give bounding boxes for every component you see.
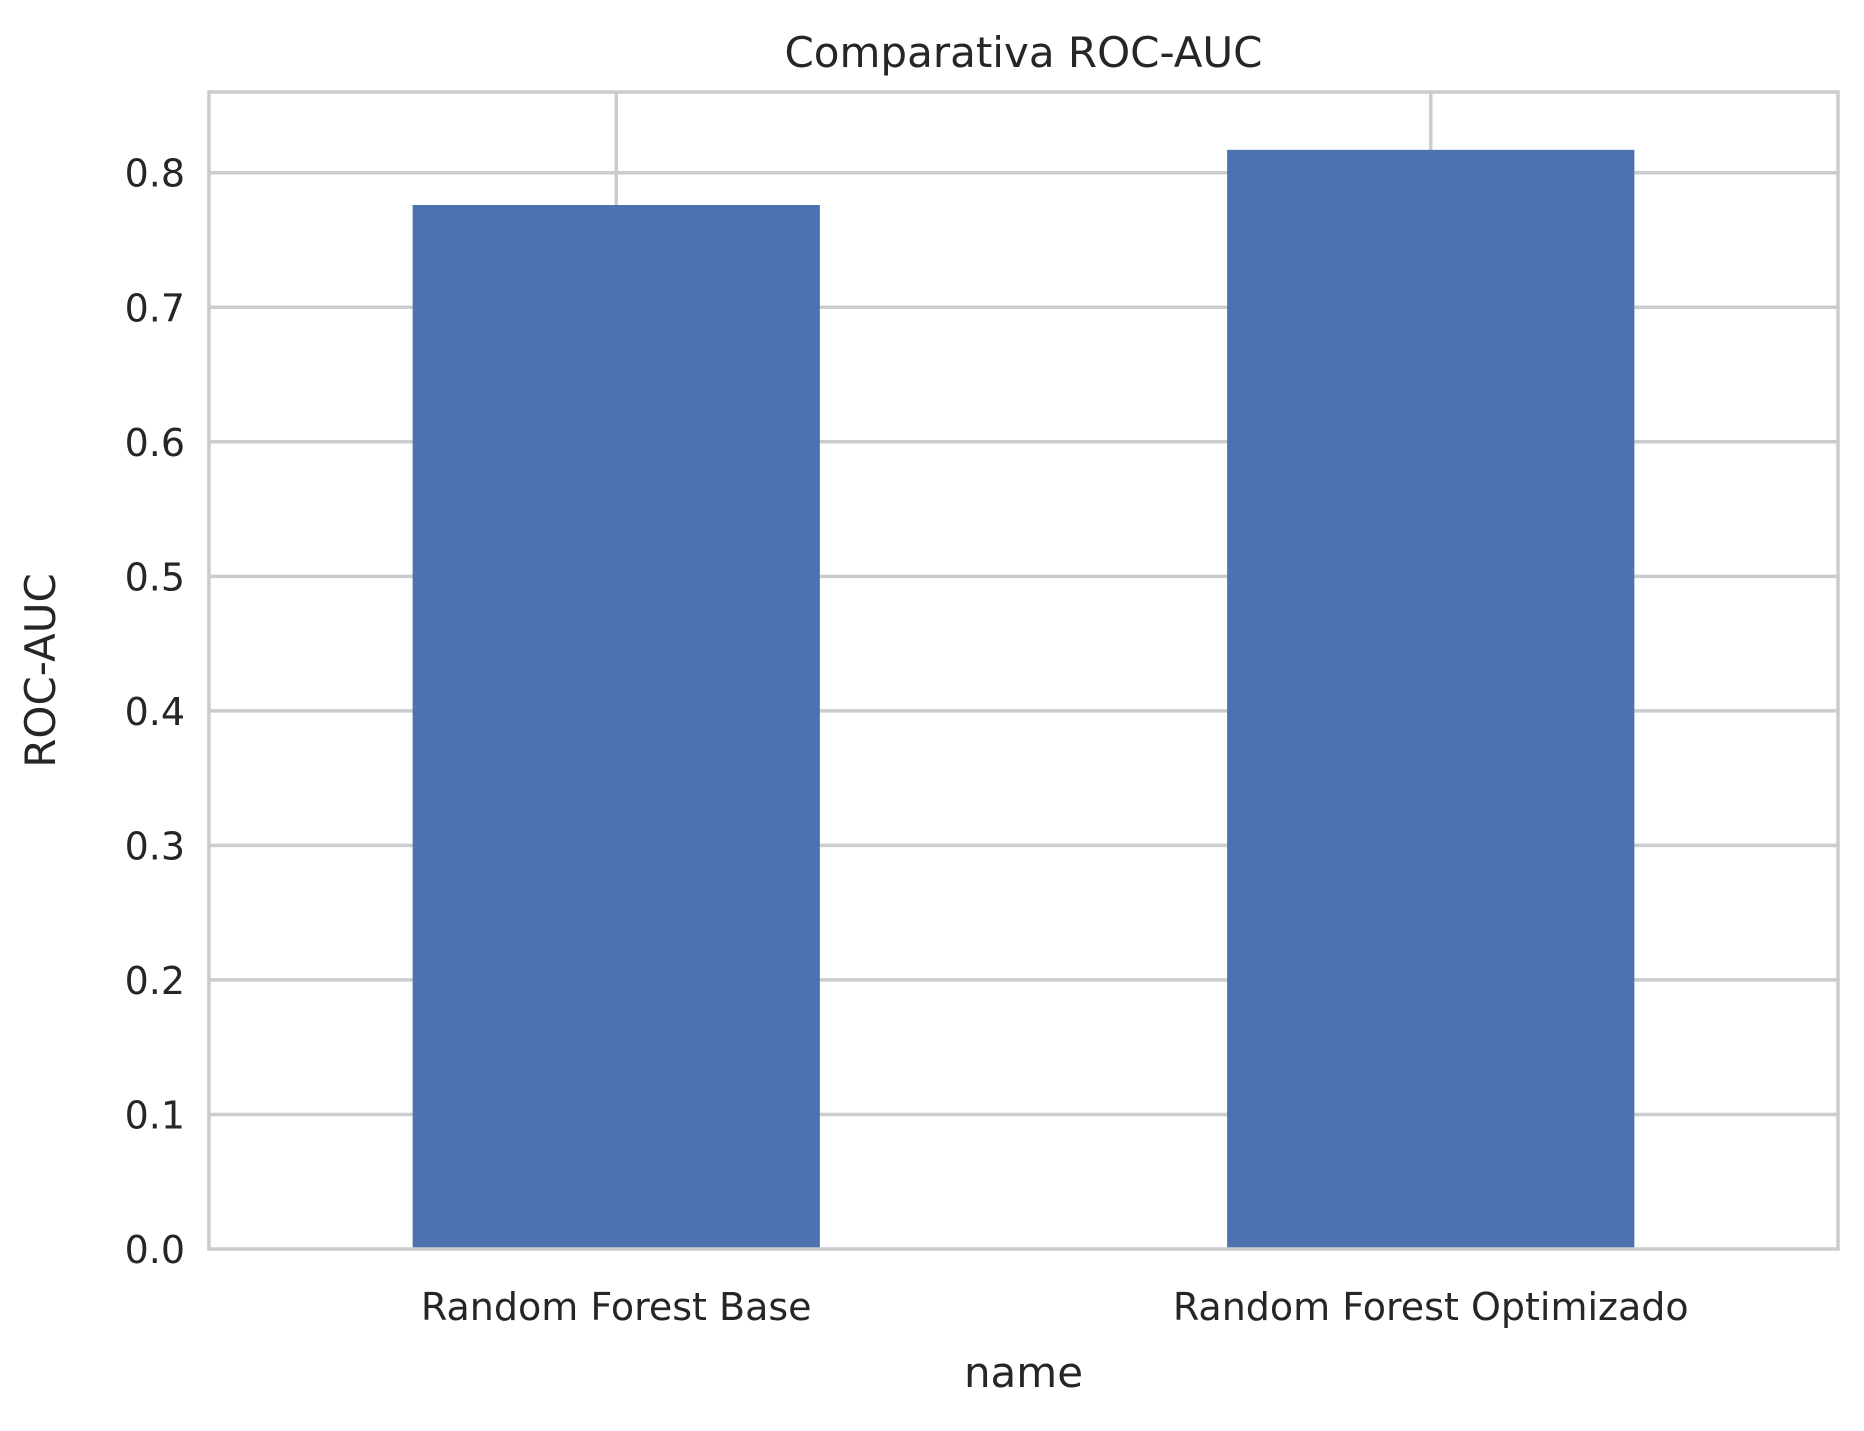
bar <box>412 205 820 1250</box>
y-tick-label: 0.8 <box>125 152 185 196</box>
y-tick-label: 0.5 <box>125 555 185 599</box>
bars <box>412 149 1635 1250</box>
y-tick-labels: 0.0 0.1 0.2 0.3 0.4 0.5 0.6 0.7 0.8 <box>125 152 185 1272</box>
chart-title: Comparativa ROC-AUC <box>784 28 1262 77</box>
y-tick-label: 0.3 <box>125 824 185 868</box>
x-tick-label: Random Forest Optimizado <box>1173 1285 1689 1329</box>
x-tick-labels: Random Forest Base Random Forest Optimiza… <box>421 1285 1689 1329</box>
axes-frame <box>207 90 1840 1251</box>
y-tick-label: 0.7 <box>125 286 185 330</box>
y-tick-label: 0.1 <box>125 1093 185 1137</box>
y-tick-label: 0.4 <box>125 690 185 734</box>
y-tick-label: 0.6 <box>125 421 185 465</box>
y-tick-label: 0.0 <box>125 1228 185 1272</box>
x-tick-label: Random Forest Base <box>421 1285 812 1329</box>
y-tick-label: 0.2 <box>125 959 185 1003</box>
y-axis-label: ROC-AUC <box>16 573 65 768</box>
bar <box>1227 149 1635 1250</box>
x-axis-label: name <box>964 1348 1083 1397</box>
